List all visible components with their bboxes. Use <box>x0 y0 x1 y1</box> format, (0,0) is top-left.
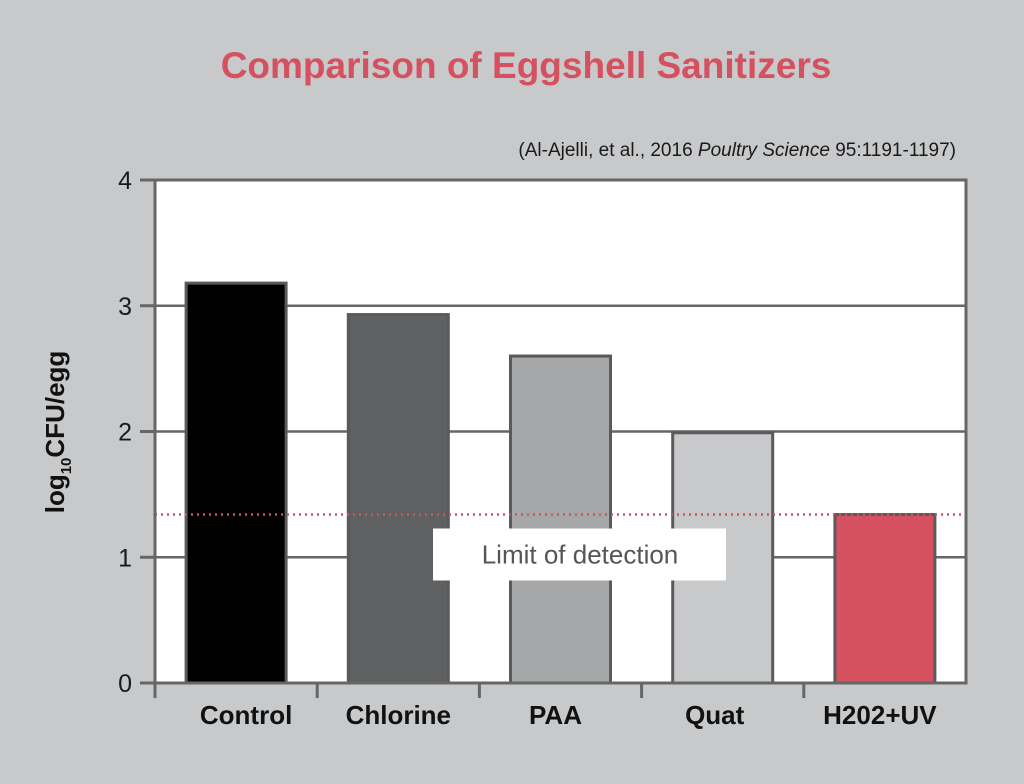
bar-h202-uv <box>833 512 937 685</box>
y-axis-label-unit: CFU/egg <box>40 351 70 458</box>
y-axis-label-base: log <box>40 474 70 513</box>
category-label-chlorine: Chlorine <box>346 700 451 730</box>
subtitle-prefix: (Al-Ajelli, et al., 2016 <box>518 140 698 161</box>
category-label-paa: PAA <box>529 700 582 730</box>
y-axis-label: log10CFU/egg <box>40 351 75 514</box>
bar-chlorine <box>346 313 450 685</box>
axes <box>140 178 806 698</box>
y-tick-label-3: 3 <box>118 293 132 321</box>
category-label-h202-uv: H202+UV <box>823 700 937 730</box>
category-label-quat: Quat <box>685 700 745 730</box>
bar-paa <box>509 354 612 685</box>
chart-subtitle: (Al-Ajelli, et al., 2016 Poultry Science… <box>518 140 956 161</box>
y-tick-label-2: 2 <box>118 419 132 447</box>
limit-of-detection: Limit of detection <box>155 513 966 581</box>
category-labels: Control Chlorine PAA Quat H202+UV <box>200 700 937 730</box>
y-tick-label-1: 1 <box>118 544 132 572</box>
y-tick-label-4: 4 <box>118 167 132 195</box>
y-tick-labels: 0 1 2 3 4 <box>118 167 132 698</box>
bars <box>184 281 937 685</box>
y-tick-label-0: 0 <box>118 670 132 698</box>
subtitle-journal: Poultry Science <box>698 140 830 161</box>
limit-of-detection-label-box <box>433 528 726 581</box>
subtitle-suffix: 95:1191-1197) <box>830 140 956 161</box>
limit-of-detection-label: Limit of detection <box>482 539 679 569</box>
chart-title: Comparison of Eggshell Sanitizers <box>221 45 832 86</box>
y-axis-label-subscript: 10 <box>58 458 75 475</box>
bar-control <box>184 281 288 685</box>
category-label-control: Control <box>200 700 292 730</box>
